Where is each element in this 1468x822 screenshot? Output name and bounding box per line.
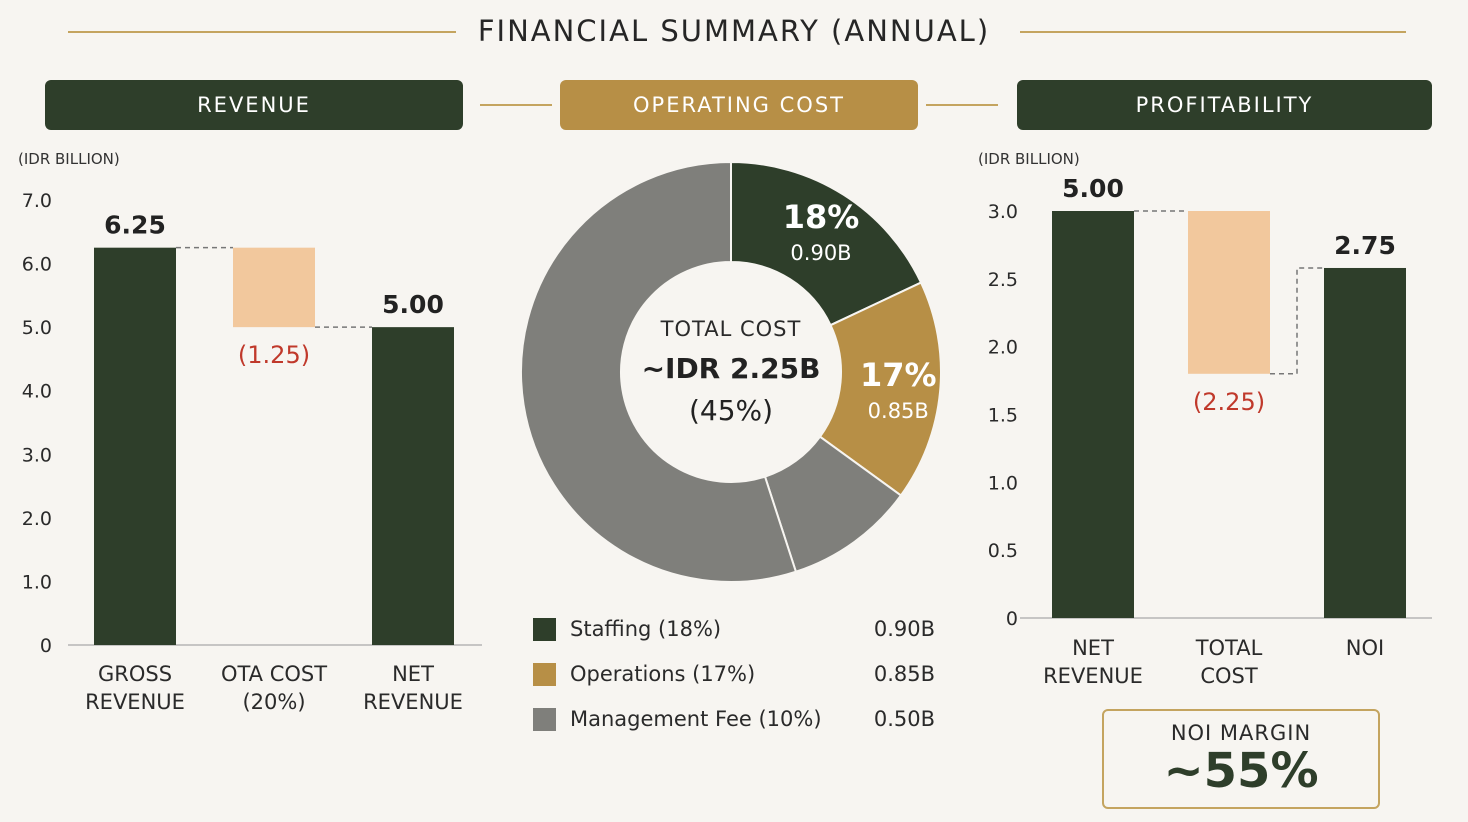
donut-center-value: ~IDR 2.25B <box>642 352 821 385</box>
donut-slice <box>730 160 923 327</box>
operating-cost-section-header: OPERATING COST <box>560 80 918 130</box>
connector-right <box>926 104 998 106</box>
y-tick-label: 0 <box>40 635 52 657</box>
legend-swatch-staffing <box>533 617 556 641</box>
y-tick-label: 1.5 <box>988 405 1018 427</box>
category-label: OTA COST <box>221 662 327 686</box>
legend-item-staffing: Staffing (18%) 0.90B <box>533 614 943 644</box>
waterfall-bar <box>94 247 176 645</box>
donut-center-percent: (45%) <box>689 394 773 427</box>
y-tick-label: 2.5 <box>988 269 1018 291</box>
profitability-unit-label: (IDR BILLION) <box>978 150 1080 168</box>
noi-margin-label: NOI MARGIN <box>1170 721 1312 745</box>
data-label-negative: (1.25) <box>238 341 310 369</box>
data-label: 5.00 <box>1062 174 1124 203</box>
connector-left <box>480 104 552 106</box>
donut-slice <box>818 281 942 497</box>
data-label: 6.25 <box>104 211 166 240</box>
y-tick-label: 0.5 <box>988 540 1018 562</box>
y-tick-label: 2.0 <box>22 508 52 530</box>
donut-center-title: TOTAL COST <box>660 317 802 341</box>
legend-value-staffing: 0.90B <box>873 617 935 641</box>
donut-slice-remainder <box>520 160 798 583</box>
category-label: REVENUE <box>363 690 463 714</box>
category-label: NET <box>1072 636 1114 660</box>
category-label: NET <box>392 662 434 686</box>
legend-item-management-fee: Management Fee (10%) 0.50B <box>533 704 943 734</box>
slice-value-label: 0.85B <box>868 399 929 423</box>
y-tick-label: 4.0 <box>22 381 52 403</box>
y-tick-label: 0 <box>1006 608 1018 630</box>
legend-value-operations: 0.85B <box>873 662 935 686</box>
slice-percent-label: 17% <box>860 356 937 394</box>
y-tick-label: 2.0 <box>988 337 1018 359</box>
category-label: REVENUE <box>85 690 185 714</box>
y-tick-label: 7.0 <box>22 190 52 212</box>
data-label-negative: (2.25) <box>1193 388 1265 416</box>
legend-label-staffing: Staffing (18%) <box>570 617 722 641</box>
legend-label-operations: Operations (17%) <box>570 662 756 686</box>
y-tick-label: 3.0 <box>22 444 52 466</box>
page-title: FINANCIAL SUMMARY (ANNUAL) <box>477 14 991 48</box>
y-tick-label: 6.0 <box>22 254 52 276</box>
slice-percent-label: 18% <box>783 198 860 236</box>
title-rule-left <box>68 31 456 33</box>
data-label: 2.75 <box>1334 231 1396 260</box>
category-label: TOTAL <box>1195 636 1263 660</box>
category-label: (20%) <box>242 690 305 714</box>
legend-swatch-operations <box>533 662 556 686</box>
waterfall-bar-negative <box>1188 211 1270 374</box>
category-label: NOI <box>1346 636 1384 660</box>
slice-value-label: 0.90B <box>790 241 851 265</box>
category-label: REVENUE <box>1043 664 1143 688</box>
waterfall-bar <box>1324 267 1406 618</box>
legend-value-management-fee: 0.50B <box>873 707 935 731</box>
y-tick-label: 1.0 <box>22 571 52 593</box>
y-tick-label: 5.0 <box>22 317 52 339</box>
legend-label-management-fee: Management Fee (10%) <box>570 707 822 731</box>
y-tick-label: 1.0 <box>988 472 1018 494</box>
category-label: COST <box>1200 664 1258 688</box>
waterfall-bar <box>1052 211 1134 618</box>
title-rule-right <box>1020 31 1406 33</box>
profitability-section-header: PROFITABILITY <box>1017 80 1432 130</box>
category-label: GROSS <box>98 662 172 686</box>
noi-margin-box: NOI MARGIN ~55% <box>1102 709 1380 809</box>
revenue-unit-label: (IDR BILLION) <box>18 150 120 168</box>
revenue-section-header: REVENUE <box>45 80 463 130</box>
data-label: 5.00 <box>382 290 444 319</box>
waterfall-bar <box>372 327 454 645</box>
legend-item-operations: Operations (17%) 0.85B <box>533 659 943 689</box>
y-tick-label: 3.0 <box>988 201 1018 223</box>
noi-margin-value: ~55% <box>1163 743 1319 799</box>
waterfall-connector <box>1270 267 1324 375</box>
legend-swatch-management-fee <box>533 707 556 731</box>
waterfall-bar-negative <box>233 247 315 328</box>
